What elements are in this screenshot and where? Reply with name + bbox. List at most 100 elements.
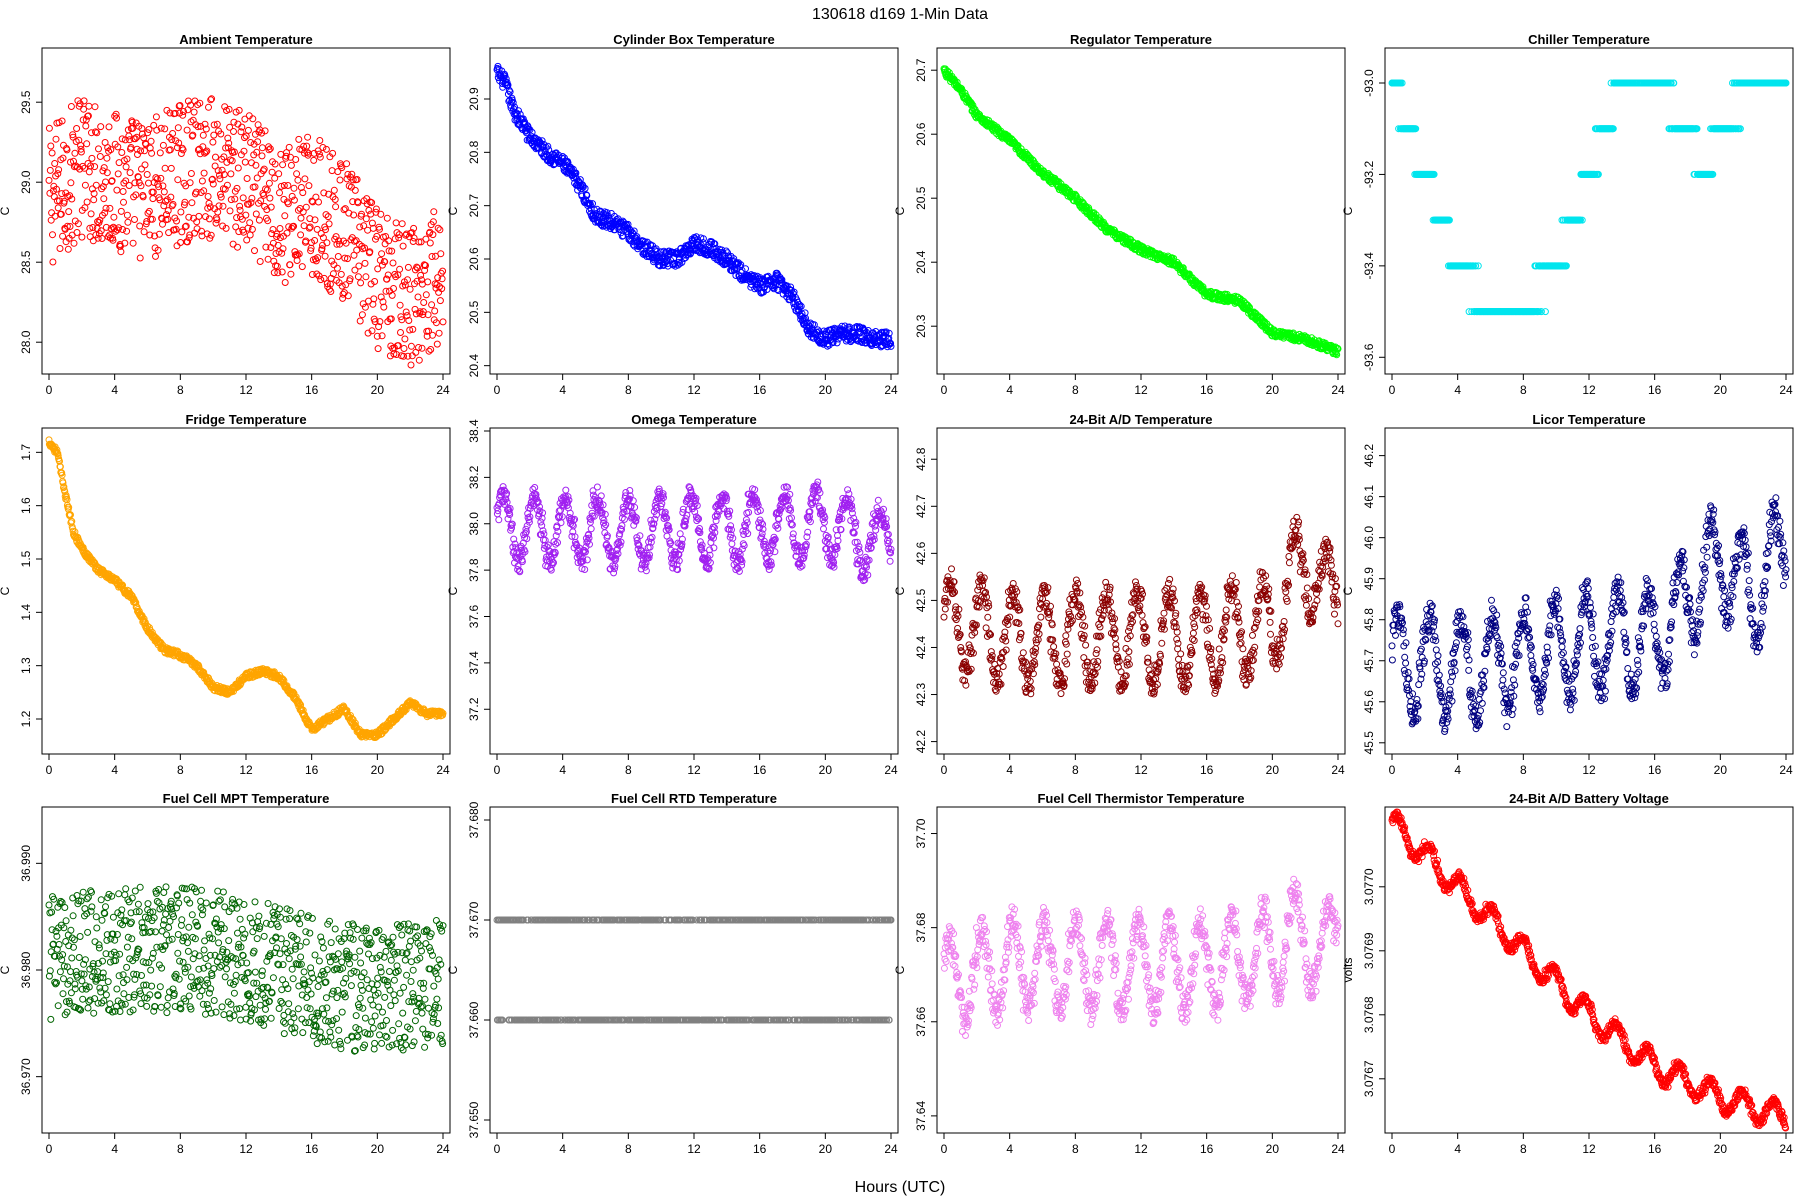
data-point: [66, 223, 74, 230]
data-point: [265, 143, 273, 151]
y-tick-label: -93.6: [1362, 343, 1376, 371]
data-point: [318, 245, 326, 253]
data-point: [276, 189, 283, 197]
data-point: [208, 95, 216, 103]
data-point: [85, 168, 93, 176]
data-point: [53, 185, 60, 193]
series-points: [45, 95, 447, 369]
data-point: [370, 295, 378, 303]
data-point: [277, 182, 285, 190]
y-tick-label: 28.5: [19, 250, 33, 274]
data-point: [188, 199, 196, 207]
data-point: [502, 75, 510, 83]
data-point: [297, 214, 305, 222]
data-point: [138, 130, 146, 138]
data-point: [406, 326, 414, 334]
data-point: [266, 145, 274, 153]
plot-frame: [489, 427, 899, 755]
data-point: [271, 160, 279, 168]
data-point: [290, 222, 298, 230]
data-point: [565, 165, 573, 173]
data-point: [252, 210, 260, 218]
series-points: [493, 478, 895, 585]
data-point: [334, 253, 342, 260]
series-points: [45, 436, 447, 741]
data-point: [387, 315, 395, 323]
data-point: [45, 176, 53, 184]
data-point: [295, 135, 303, 143]
plot-frame: [1384, 47, 1794, 375]
data-point: [98, 185, 106, 193]
data-point: [386, 352, 394, 360]
data-point: [90, 196, 98, 204]
data-point: [287, 270, 295, 278]
data-point: [234, 243, 241, 251]
data-point: [233, 184, 241, 192]
data-point: [279, 161, 287, 169]
data-point: [143, 171, 151, 178]
data-point: [358, 311, 366, 319]
y-axis-label: C: [0, 206, 12, 215]
data-point: [400, 345, 408, 352]
data-point: [362, 273, 370, 281]
data-point: [81, 164, 88, 172]
data-point: [375, 323, 383, 331]
data-point: [234, 164, 242, 172]
y-tick-label: 20.9: [467, 87, 481, 111]
data-point: [59, 154, 67, 162]
data-point: [312, 257, 320, 265]
data-point: [364, 329, 372, 337]
data-point: [249, 115, 257, 123]
data-point: [437, 250, 445, 258]
data-point: [180, 108, 187, 115]
data-point: [322, 211, 330, 219]
data-point: [222, 144, 230, 152]
data-point: [56, 245, 64, 252]
data-point: [325, 220, 333, 228]
data-point: [400, 352, 408, 360]
data-point: [169, 130, 177, 137]
chart-panel: Fridge TemperatureC048121620241.21.31.41…: [0, 412, 451, 777]
data-point: [150, 121, 158, 129]
data-point: [264, 255, 272, 263]
data-point: [173, 144, 181, 152]
x-tick-label: 24: [1331, 383, 1345, 397]
data-point: [241, 134, 248, 142]
data-point: [178, 228, 186, 236]
x-tick-label: 16: [305, 763, 319, 777]
data-point: [114, 143, 122, 151]
x-tick-label: 16: [305, 383, 319, 397]
data-point: [254, 138, 262, 146]
data-point: [185, 213, 193, 221]
data-point: [64, 245, 72, 253]
data-point: [368, 199, 376, 207]
data-point: [103, 169, 111, 177]
data-point: [283, 229, 291, 237]
data-point: [418, 276, 425, 284]
data-point: [227, 196, 235, 204]
figure-title: 130618 d169 1-Min Data: [812, 6, 988, 23]
data-point: [327, 288, 335, 295]
data-point: [425, 327, 432, 335]
data-point: [97, 123, 105, 131]
data-point: [320, 189, 328, 197]
data-point: [385, 247, 393, 255]
data-point: [630, 227, 638, 235]
data-point: [256, 258, 264, 265]
data-point: [210, 121, 218, 129]
data-point: [84, 112, 92, 120]
data-point: [187, 170, 195, 177]
data-point: [885, 329, 893, 337]
data-point: [295, 250, 303, 258]
data-point: [240, 147, 248, 155]
data-point: [314, 254, 322, 262]
data-point: [205, 103, 212, 111]
data-point: [333, 264, 341, 272]
data-point: [415, 356, 423, 364]
data-point: [166, 109, 174, 117]
data-point: [146, 144, 154, 152]
data-point: [77, 142, 85, 149]
data-point: [164, 215, 172, 223]
data-point: [212, 153, 219, 161]
data-point: [410, 224, 418, 232]
